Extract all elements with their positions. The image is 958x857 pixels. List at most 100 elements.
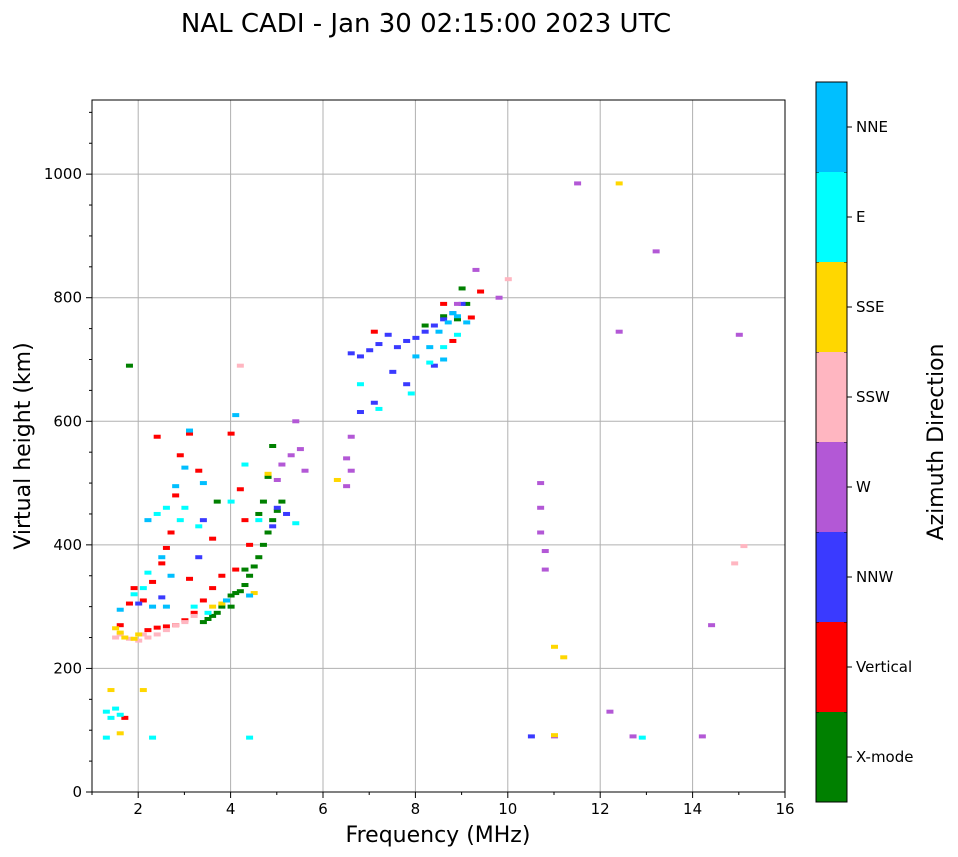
data-point (209, 613, 217, 618)
data-point (615, 329, 623, 334)
data-point (181, 505, 189, 510)
data-point (333, 477, 341, 482)
data-point (551, 733, 558, 738)
data-point (269, 524, 277, 529)
data-point (112, 635, 120, 640)
data-point (541, 567, 549, 572)
data-point (227, 499, 235, 504)
data-point (246, 542, 254, 547)
data-point (652, 249, 660, 254)
data-point (218, 601, 226, 606)
data-point (366, 348, 374, 353)
data-point (403, 382, 411, 387)
colorbar-segment (816, 712, 847, 802)
x-tick-label: 12 (591, 800, 610, 818)
data-point (149, 604, 157, 609)
data-point (269, 444, 277, 448)
data-point (412, 335, 420, 340)
data-point (426, 345, 434, 350)
data-point (472, 267, 480, 272)
colorbar-label: E (856, 208, 865, 226)
x-tick-label: 6 (318, 800, 328, 818)
series-sse (107, 181, 623, 738)
data-point (149, 735, 157, 740)
data-point (158, 595, 166, 600)
data-point (370, 329, 378, 334)
data-point (347, 351, 355, 356)
data-point (190, 604, 198, 609)
y-tick-label: 800 (53, 289, 82, 307)
data-point (560, 655, 568, 660)
data-point (264, 471, 272, 476)
plot-frame (91, 99, 786, 793)
data-point (107, 688, 115, 693)
data-point (232, 567, 240, 572)
y-axis-label: Virtual height (km) (11, 342, 36, 549)
data-point (167, 573, 175, 578)
data-point (172, 484, 180, 489)
data-point (232, 413, 240, 418)
data-point (467, 315, 475, 320)
data-point (551, 644, 558, 649)
colorbar-label: NNE (856, 118, 888, 136)
data-point (449, 338, 457, 343)
data-point (121, 635, 129, 640)
data-point (708, 623, 716, 628)
data-point (121, 715, 129, 720)
data-point (444, 320, 452, 325)
data-point (241, 462, 249, 467)
series-nnw (135, 301, 535, 739)
axis-ticks: 2 4 6 8 10 12 14 16 0 200 400 600 800 1000 (44, 111, 795, 818)
data-point (393, 345, 401, 350)
data-point (112, 706, 120, 711)
data-point (384, 332, 392, 337)
data-point (453, 332, 461, 337)
colorbar-label: SSW (856, 388, 890, 406)
data-point (250, 591, 258, 596)
data-point (370, 400, 378, 405)
data-point (421, 329, 429, 334)
data-point (301, 468, 309, 473)
colorbar-label: W (856, 478, 871, 496)
data-point (735, 332, 743, 337)
data-point (273, 505, 281, 510)
data-point (453, 317, 461, 322)
data-point (232, 591, 240, 596)
data-point (343, 456, 351, 461)
colorbar-segment (816, 82, 847, 172)
data-point (199, 481, 207, 486)
data-point (264, 530, 272, 535)
data-point (186, 576, 194, 581)
series-nne (116, 311, 471, 612)
data-point (190, 610, 198, 615)
y-tick-label: 1000 (44, 165, 82, 183)
grid (92, 100, 785, 792)
data-point (440, 317, 448, 322)
x-tick-label: 4 (226, 800, 236, 818)
data-point (209, 586, 217, 591)
data-point (283, 511, 291, 516)
data-point (356, 382, 364, 387)
data-point (227, 604, 235, 609)
data-point (125, 636, 133, 641)
data-point (209, 536, 217, 541)
data-point (218, 604, 226, 609)
data-point (227, 593, 235, 598)
data-point (449, 311, 457, 316)
data-point (162, 545, 170, 550)
data-point (537, 481, 545, 486)
data-point (162, 604, 170, 609)
data-point (186, 428, 194, 433)
data-point (259, 542, 267, 547)
data-point (130, 636, 138, 641)
data-point (116, 712, 124, 717)
data-point (135, 601, 143, 606)
colorbar-segment (816, 442, 847, 532)
data-point (167, 530, 175, 535)
data-point (158, 555, 166, 560)
data-point (204, 610, 212, 615)
data-point (453, 301, 461, 306)
series-w (273, 181, 743, 739)
data-point (606, 709, 614, 714)
